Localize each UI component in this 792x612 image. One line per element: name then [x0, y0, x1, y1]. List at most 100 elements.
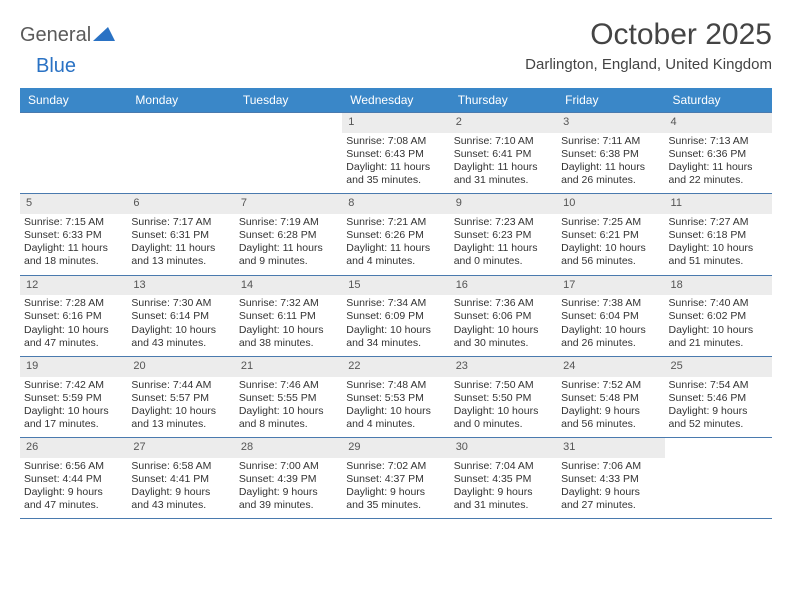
day-sr: Sunrise: 7:21 AM [346, 216, 445, 229]
day-number: 17 [557, 276, 664, 296]
day-dl2: and 21 minutes. [669, 337, 768, 350]
day-number: 20 [127, 357, 234, 377]
day-number: 18 [665, 276, 772, 296]
day-dl1: Daylight: 9 hours [561, 405, 660, 418]
day-dl2: and 34 minutes. [346, 337, 445, 350]
day-dl1: Daylight: 9 hours [24, 486, 123, 499]
day-number: 4 [665, 113, 772, 133]
day-ss: Sunset: 5:53 PM [346, 392, 445, 405]
day-cell: . [20, 113, 127, 193]
day-number: 14 [235, 276, 342, 296]
dow-mon: Monday [127, 88, 234, 112]
day-number: 3 [557, 113, 664, 133]
day-cell: 9Sunrise: 7:23 AMSunset: 6:23 PMDaylight… [450, 194, 557, 274]
day-dl1: Daylight: 10 hours [346, 324, 445, 337]
day-dl2: and 0 minutes. [454, 418, 553, 431]
day-sr: Sunrise: 7:19 AM [239, 216, 338, 229]
day-sr: Sunrise: 7:08 AM [346, 135, 445, 148]
day-cell: 8Sunrise: 7:21 AMSunset: 6:26 PMDaylight… [342, 194, 449, 274]
day-cell: 24Sunrise: 7:52 AMSunset: 5:48 PMDayligh… [557, 357, 664, 437]
day-dl1: Daylight: 11 hours [561, 161, 660, 174]
day-dl2: and 26 minutes. [561, 174, 660, 187]
day-cell: 31Sunrise: 7:06 AMSunset: 4:33 PMDayligh… [557, 438, 664, 518]
day-dl2: and 35 minutes. [346, 499, 445, 512]
day-number: 25 [665, 357, 772, 377]
day-ss: Sunset: 6:41 PM [454, 148, 553, 161]
day-cell: 7Sunrise: 7:19 AMSunset: 6:28 PMDaylight… [235, 194, 342, 274]
day-sr: Sunrise: 7:02 AM [346, 460, 445, 473]
day-sr: Sunrise: 7:44 AM [131, 379, 230, 392]
day-ss: Sunset: 6:18 PM [669, 229, 768, 242]
day-number: 2 [450, 113, 557, 133]
day-sr: Sunrise: 7:06 AM [561, 460, 660, 473]
day-dl2: and 18 minutes. [24, 255, 123, 268]
day-ss: Sunset: 5:46 PM [669, 392, 768, 405]
day-number: 6 [127, 194, 234, 214]
day-dl1: Daylight: 9 hours [669, 405, 768, 418]
day-sr: Sunrise: 7:42 AM [24, 379, 123, 392]
day-number: 13 [127, 276, 234, 296]
day-cell: 15Sunrise: 7:34 AMSunset: 6:09 PMDayligh… [342, 276, 449, 356]
day-dl1: Daylight: 10 hours [239, 405, 338, 418]
day-number: 29 [342, 438, 449, 458]
dow-tue: Tuesday [235, 88, 342, 112]
day-cell: 22Sunrise: 7:48 AMSunset: 5:53 PMDayligh… [342, 357, 449, 437]
day-dl2: and 31 minutes. [454, 174, 553, 187]
day-dl2: and 47 minutes. [24, 499, 123, 512]
day-ss: Sunset: 5:55 PM [239, 392, 338, 405]
day-dl1: Daylight: 10 hours [669, 324, 768, 337]
day-cell: 18Sunrise: 7:40 AMSunset: 6:02 PMDayligh… [665, 276, 772, 356]
week-row: ...1Sunrise: 7:08 AMSunset: 6:43 PMDayli… [20, 112, 772, 193]
day-dl1: Daylight: 10 hours [239, 324, 338, 337]
day-sr: Sunrise: 7:54 AM [669, 379, 768, 392]
day-sr: Sunrise: 7:28 AM [24, 297, 123, 310]
day-cell: 20Sunrise: 7:44 AMSunset: 5:57 PMDayligh… [127, 357, 234, 437]
day-sr: Sunrise: 7:04 AM [454, 460, 553, 473]
day-dl1: Daylight: 9 hours [131, 486, 230, 499]
day-dl1: Daylight: 10 hours [346, 405, 445, 418]
day-sr: Sunrise: 7:11 AM [561, 135, 660, 148]
day-dl2: and 56 minutes. [561, 418, 660, 431]
day-number: 11 [665, 194, 772, 214]
day-cell: 12Sunrise: 7:28 AMSunset: 6:16 PMDayligh… [20, 276, 127, 356]
day-ss: Sunset: 6:33 PM [24, 229, 123, 242]
logo-triangle-icon [93, 25, 115, 46]
day-dl1: Daylight: 9 hours [239, 486, 338, 499]
day-number: 16 [450, 276, 557, 296]
day-sr: Sunrise: 7:27 AM [669, 216, 768, 229]
day-sr: Sunrise: 7:50 AM [454, 379, 553, 392]
day-dl1: Daylight: 10 hours [131, 405, 230, 418]
day-ss: Sunset: 4:39 PM [239, 473, 338, 486]
day-cell: 29Sunrise: 7:02 AMSunset: 4:37 PMDayligh… [342, 438, 449, 518]
day-number: 22 [342, 357, 449, 377]
day-dl1: Daylight: 11 hours [669, 161, 768, 174]
day-dl2: and 43 minutes. [131, 337, 230, 350]
day-cell: 5Sunrise: 7:15 AMSunset: 6:33 PMDaylight… [20, 194, 127, 274]
day-number: 1 [342, 113, 449, 133]
day-cell: 27Sunrise: 6:58 AMSunset: 4:41 PMDayligh… [127, 438, 234, 518]
day-dl1: Daylight: 11 hours [454, 242, 553, 255]
day-ss: Sunset: 6:02 PM [669, 310, 768, 323]
day-cell: 10Sunrise: 7:25 AMSunset: 6:21 PMDayligh… [557, 194, 664, 274]
day-ss: Sunset: 5:48 PM [561, 392, 660, 405]
day-ss: Sunset: 4:35 PM [454, 473, 553, 486]
day-cell: 14Sunrise: 7:32 AMSunset: 6:11 PMDayligh… [235, 276, 342, 356]
day-sr: Sunrise: 7:10 AM [454, 135, 553, 148]
day-ss: Sunset: 4:33 PM [561, 473, 660, 486]
day-cell: . [235, 113, 342, 193]
day-dl2: and 56 minutes. [561, 255, 660, 268]
day-dl2: and 22 minutes. [669, 174, 768, 187]
day-dl2: and 17 minutes. [24, 418, 123, 431]
day-cell: 19Sunrise: 7:42 AMSunset: 5:59 PMDayligh… [20, 357, 127, 437]
day-dl2: and 47 minutes. [24, 337, 123, 350]
day-cell: 26Sunrise: 6:56 AMSunset: 4:44 PMDayligh… [20, 438, 127, 518]
day-dl2: and 0 minutes. [454, 255, 553, 268]
day-dl1: Daylight: 11 hours [346, 161, 445, 174]
day-dl1: Daylight: 11 hours [131, 242, 230, 255]
day-number: 7 [235, 194, 342, 214]
day-dl2: and 39 minutes. [239, 499, 338, 512]
day-dl2: and 31 minutes. [454, 499, 553, 512]
day-number: 15 [342, 276, 449, 296]
day-sr: Sunrise: 7:23 AM [454, 216, 553, 229]
day-dl1: Daylight: 9 hours [346, 486, 445, 499]
